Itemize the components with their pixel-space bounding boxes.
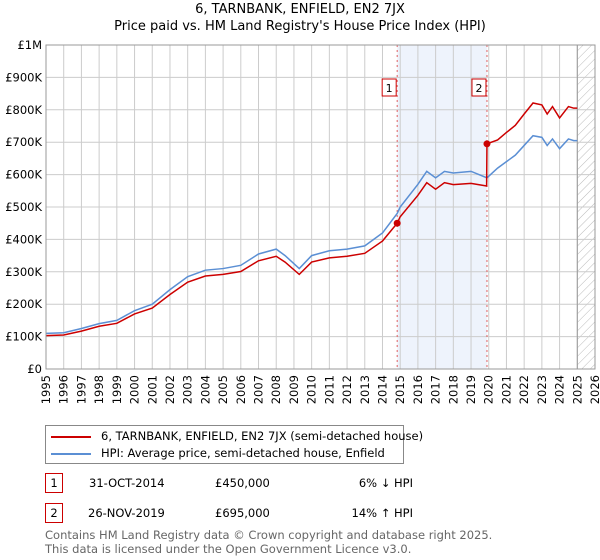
legend-swatch-blue <box>51 453 91 455</box>
sale-point <box>483 140 491 148</box>
x-tick-label: 2021 <box>499 375 513 404</box>
x-tick-label: 2023 <box>535 375 549 404</box>
sale-hpi: 6% ↓ HPI <box>358 476 413 490</box>
sale-row: 2 26-NOV-2019 £695,000 14% ↑ HPI <box>45 503 445 523</box>
x-tick-label: 2006 <box>234 375 248 404</box>
legend-swatch-red <box>51 436 91 438</box>
footer-copyright: Contains HM Land Registry data © Crown c… <box>45 528 493 542</box>
x-tick-label: 2005 <box>216 375 230 404</box>
x-tick-label: 2001 <box>145 375 159 404</box>
x-tick-label: 2013 <box>358 375 372 404</box>
annotation-label: 1 <box>386 82 393 95</box>
sale-point <box>393 219 401 227</box>
x-tick-label: 2009 <box>287 375 301 404</box>
footer-licence: This data is licensed under the Open Gov… <box>45 542 412 556</box>
y-tick-label: £1M <box>17 38 42 52</box>
x-tick-label: 2010 <box>305 375 319 404</box>
x-tick-label: 1999 <box>110 375 124 404</box>
x-tick-label: 2022 <box>517 375 531 404</box>
legend: 6, TARNBANK, ENFIELD, EN2 7JX (semi-deta… <box>45 425 423 464</box>
annotation-box <box>381 78 397 97</box>
chart-plot: 1995 1996 1997 1998 1999 2000 2001 2002 2003 2004… <box>5 38 600 404</box>
y-tick-label: £400K <box>5 232 42 246</box>
plot-frame <box>45 44 596 370</box>
sale-price: £695,000 <box>215 506 270 520</box>
chart-title: 6, TARNBANK, ENFIELD, EN2 7JX <box>195 2 405 17</box>
x-tick-label: 2011 <box>322 375 336 404</box>
y-tick-label: £500K <box>5 200 42 214</box>
x-tick-label: 2012 <box>340 375 354 404</box>
x-tick-label: 2007 <box>252 375 266 404</box>
x-tick-label: 1998 <box>92 375 106 404</box>
legend-item-hpi: HPI: Average price, semi-detached house,… <box>101 446 385 460</box>
sale-hpi: 14% ↑ HPI <box>351 506 413 520</box>
y-tick-label: £100K <box>5 330 42 344</box>
x-tick-label: 1996 <box>57 375 71 404</box>
x-tick-label: 2019 <box>464 375 478 404</box>
y-tick-label: £700K <box>5 135 42 149</box>
x-tick-label: 2000 <box>128 375 142 404</box>
sale-badge: 2 <box>45 503 63 523</box>
x-tick-label: 2002 <box>163 375 177 404</box>
x-tick-label: 1995 <box>39 375 53 404</box>
x-tick-label: 2003 <box>181 375 195 404</box>
sale-date: 26-NOV-2019 <box>88 506 165 520</box>
x-tick-label: 2024 <box>553 375 567 404</box>
x-tick-label: 2015 <box>393 375 407 404</box>
y-tick-label: £600K <box>5 168 42 182</box>
x-tick-label: 1997 <box>74 375 88 404</box>
y-tick-label: £300K <box>5 265 42 279</box>
x-tick-label: 2014 <box>375 375 389 404</box>
x-tick-label: 2008 <box>269 375 283 404</box>
y-tick-label: £200K <box>5 297 42 311</box>
legend-item-property: 6, TARNBANK, ENFIELD, EN2 7JX (semi-deta… <box>101 429 424 443</box>
y-tick-label: £900K <box>5 70 42 84</box>
y-tick-label: £800K <box>5 103 42 117</box>
x-tick-label: 2018 <box>446 375 460 404</box>
x-tick-label: 2017 <box>429 375 443 404</box>
sale-date: 31-OCT-2014 <box>89 476 165 490</box>
x-tick-label: 2016 <box>411 375 425 404</box>
y-tick-label: £0 <box>27 362 42 376</box>
hpi-line <box>45 134 578 335</box>
annotation-box <box>471 78 487 97</box>
sale-price: £450,000 <box>215 476 270 490</box>
annotation-label: 2 <box>475 82 482 95</box>
x-tick-label: 2025 <box>570 375 584 404</box>
x-tick-label: 2026 <box>588 375 600 404</box>
x-tick-label: 2004 <box>198 375 212 404</box>
x-tick-label: 2020 <box>482 375 496 404</box>
sale-row: 1 31-OCT-2014 £450,000 6% ↓ HPI <box>45 473 445 493</box>
chart-subtitle: Price paid vs. HM Land Registry's House … <box>114 19 486 34</box>
sale-badge: 1 <box>45 473 63 493</box>
